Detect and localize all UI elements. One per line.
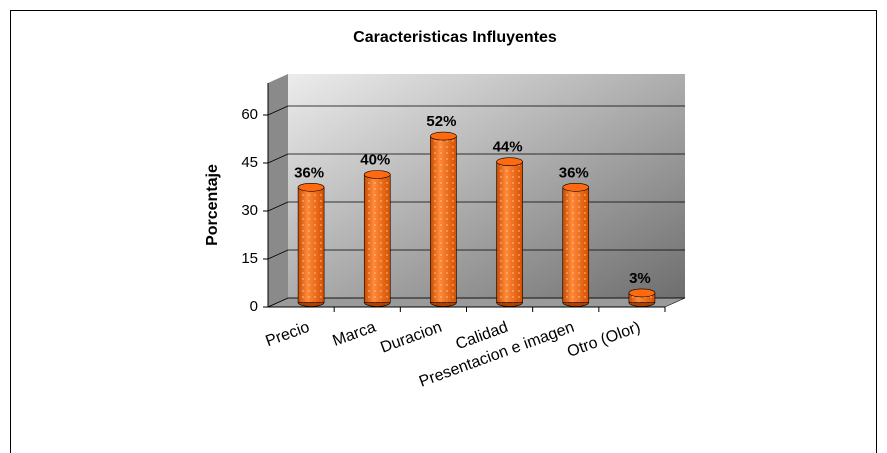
bar-texture: [628, 292, 655, 303]
y-tick-label: 15: [241, 250, 258, 267]
y-tick-label: 45: [241, 154, 258, 171]
y-tick-label: 0: [250, 298, 258, 315]
bar-top: [363, 170, 391, 179]
bar-top: [297, 183, 325, 192]
bar-texture: [496, 161, 523, 303]
data-label: 52%: [426, 113, 456, 130]
y-tick-label: 30: [241, 202, 258, 219]
bar-top: [496, 157, 523, 166]
grid-line: [267, 153, 289, 164]
chart-title: Caracteristicas Influyentes: [353, 29, 557, 46]
bar-texture: [298, 187, 325, 303]
back-wall: [288, 74, 685, 298]
y-tick-label: 60: [241, 106, 258, 123]
bar-texture: [562, 187, 589, 303]
data-label: 44%: [493, 139, 523, 156]
grid-line: [267, 297, 289, 308]
data-label: 36%: [294, 164, 324, 181]
y-axis-label: Porcentaje: [204, 164, 221, 246]
grid-line: [267, 249, 289, 260]
side-wall: [268, 74, 288, 307]
grid-line: [267, 201, 289, 212]
data-label: 40%: [360, 151, 390, 168]
bar-texture: [430, 136, 457, 303]
bar-top: [430, 131, 457, 141]
bar-texture: [364, 174, 391, 303]
data-label: 36%: [559, 164, 589, 181]
data-label: 3%: [629, 270, 651, 287]
bar-top: [562, 183, 590, 192]
floor: [267, 297, 686, 308]
bar-top: [628, 288, 656, 298]
grid-line: [267, 105, 289, 116]
